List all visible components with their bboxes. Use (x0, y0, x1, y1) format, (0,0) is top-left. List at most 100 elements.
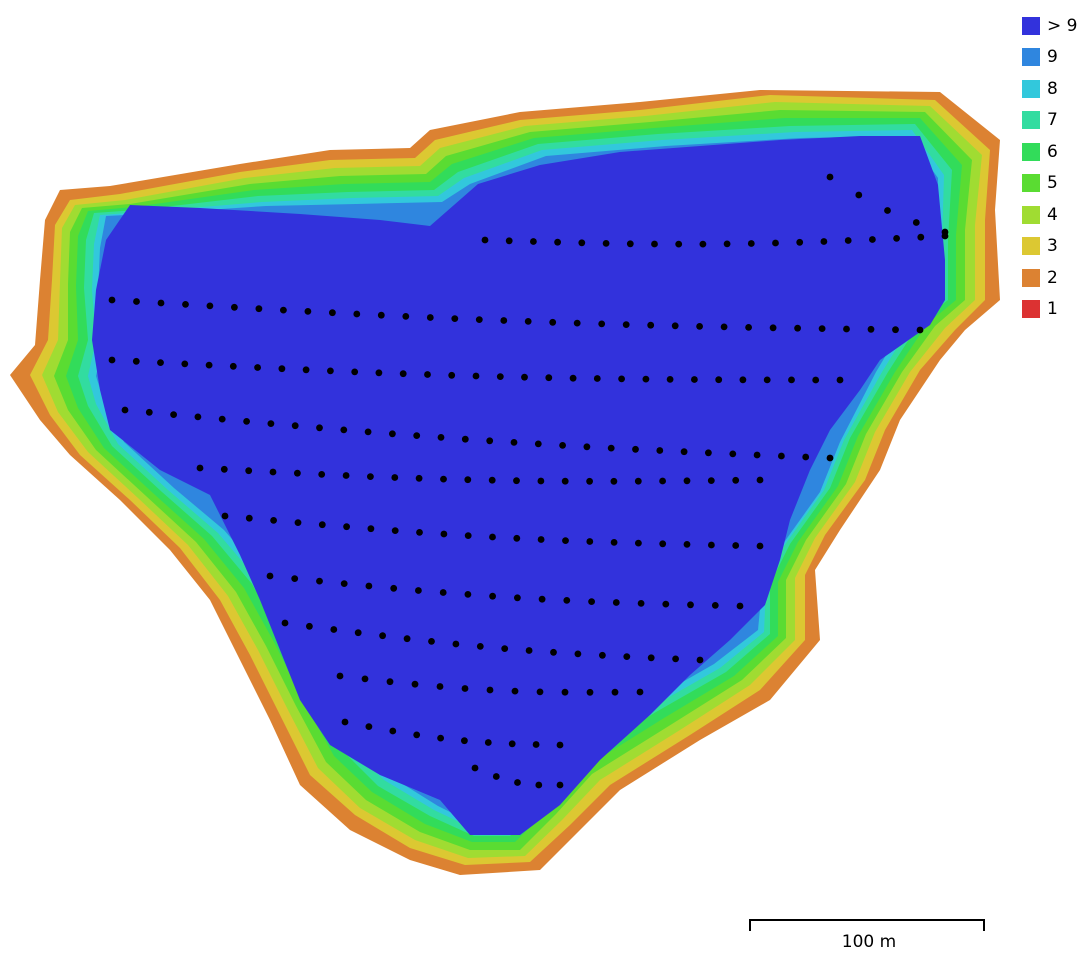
legend-swatch (1022, 174, 1040, 193)
camera-position-marker (182, 301, 189, 308)
camera-position-marker (108, 356, 116, 364)
camera-position-marker (696, 656, 704, 664)
camera-position-marker (476, 643, 484, 650)
camera-position-marker (659, 540, 667, 548)
camera-position-marker (481, 236, 489, 244)
camera-position-marker (330, 626, 338, 633)
camera-position-marker (696, 323, 703, 330)
camera-position-marker (437, 734, 444, 742)
camera-position-marker (513, 534, 521, 542)
legend-swatch (1022, 48, 1040, 67)
camera-position-marker (514, 779, 521, 786)
legend-label: 7 (1047, 110, 1058, 131)
camera-position-marker (739, 376, 747, 384)
camera-position-marker (267, 420, 275, 427)
camera-position-marker (464, 591, 472, 598)
camera-position-marker (537, 477, 545, 485)
camera-position-marker (278, 365, 286, 373)
camera-position-marker (281, 619, 289, 627)
camera-position-marker (365, 582, 373, 590)
legend-swatch (1022, 79, 1040, 98)
camera-position-marker (294, 469, 301, 477)
legend-swatch (1022, 268, 1040, 287)
camera-position-marker (788, 376, 795, 384)
camera-position-marker (610, 539, 618, 546)
camera-position-marker (413, 432, 421, 439)
legend-item: 2 (1022, 262, 1077, 294)
camera-position-marker (723, 240, 731, 248)
scale-bar-line (749, 919, 985, 921)
camera-position-marker (294, 519, 302, 526)
legend-swatch (1022, 16, 1040, 35)
camera-position-marker (133, 298, 140, 305)
camera-position-marker (556, 741, 564, 749)
camera-position-marker (586, 688, 594, 696)
camera-position-marker (711, 602, 719, 609)
camera-position-marker (736, 602, 744, 610)
camera-position-marker (602, 240, 610, 247)
legend-item: 9 (1022, 42, 1077, 74)
camera-position-marker (802, 453, 810, 461)
camera-position-marker (415, 587, 422, 594)
camera-position-marker (486, 686, 494, 694)
camera-position-marker (402, 313, 410, 320)
camera-position-marker (145, 408, 153, 416)
camera-position-marker (231, 303, 238, 311)
camera-position-marker (720, 323, 728, 331)
camera-position-marker (353, 310, 361, 318)
legend-label: 1 (1047, 299, 1058, 320)
camera-position-marker (707, 477, 715, 484)
camera-position-marker (108, 296, 116, 304)
camera-position-marker (316, 577, 323, 585)
camera-position-marker (194, 413, 202, 421)
camera-position-marker (545, 374, 553, 382)
camera-position-marker (229, 362, 237, 370)
camera-position-marker (843, 325, 850, 333)
camera-position-marker (659, 477, 666, 485)
camera-position-marker (662, 600, 670, 608)
camera-position-marker (892, 326, 899, 334)
legend-item: 6 (1022, 136, 1077, 168)
camera-position-marker (269, 468, 277, 476)
legend-swatch (1022, 111, 1040, 130)
legend-swatch (1022, 142, 1040, 161)
camera-position-marker (656, 447, 664, 454)
camera-position-marker (367, 525, 375, 533)
camera-position-marker (626, 240, 634, 248)
camera-position-marker (867, 325, 875, 333)
camera-position-marker (411, 680, 419, 688)
camera-position-marker (826, 173, 834, 181)
camera-position-marker (377, 311, 385, 319)
camera-position-marker (618, 375, 625, 383)
camera-position-marker (796, 238, 804, 246)
camera-position-marker (635, 539, 642, 547)
camera-position-marker (549, 318, 557, 326)
camera-position-marker (680, 448, 688, 456)
camera-position-marker (157, 359, 164, 366)
camera-position-marker (574, 650, 582, 658)
camera-position-marker (561, 688, 569, 696)
camera-position-marker (399, 370, 407, 378)
legend-label: 6 (1047, 141, 1058, 162)
camera-position-marker (375, 369, 383, 377)
camera-position-marker (536, 688, 544, 696)
camera-position-marker (745, 324, 752, 331)
camera-position-marker (390, 584, 398, 592)
legend-item: > 9 (1022, 10, 1077, 42)
camera-position-marker (461, 737, 468, 745)
camera-position-marker (489, 533, 496, 541)
camera-position-marker (196, 464, 204, 472)
camera-position-marker (732, 476, 740, 484)
camera-position-marker (559, 442, 566, 449)
camera-position-marker (772, 239, 779, 247)
camera-position-marker (461, 435, 469, 443)
camera-position-marker (844, 237, 852, 244)
camera-position-marker (715, 376, 723, 384)
camera-position-marker (132, 357, 140, 365)
camera-position-marker (513, 477, 520, 485)
camera-position-marker (514, 594, 521, 602)
camera-position-marker (622, 321, 630, 328)
camera-position-marker (472, 372, 480, 380)
camera-position-marker (306, 622, 313, 630)
